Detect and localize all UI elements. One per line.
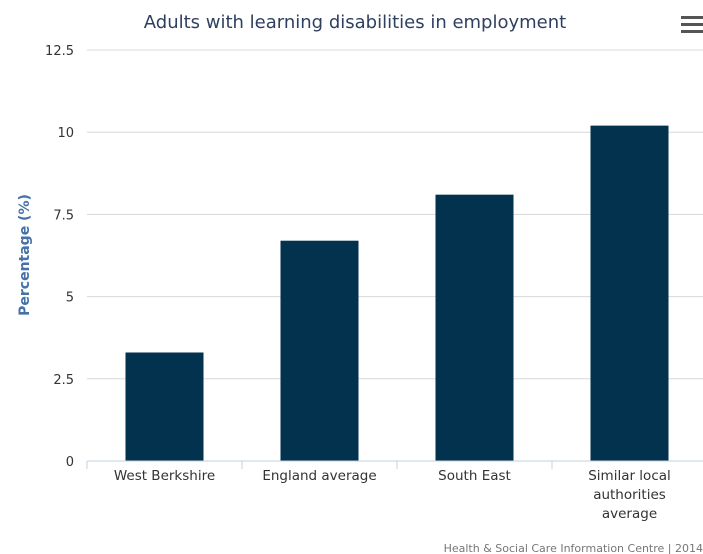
y-tick-label: 5 [66,291,74,306]
y-tick-label: 2.5 [53,373,74,388]
y-tick-label: 0 [66,455,74,470]
bars [125,125,669,462]
y-tick-label: 12.5 [45,44,74,59]
x-category-label: South East [438,468,511,484]
y-tick-label: 7.5 [53,208,74,223]
y-axis-label: Percentage (%) [17,194,33,316]
y-axis-ticks: 0 2.5 5 7.5 10 12.5 [45,44,74,470]
chart-credit: Health & Social Care Information Centre … [444,542,703,554]
bar[interactable] [435,194,514,461]
chart-title: Adults with learning disabilities in emp… [144,12,566,33]
y-tick-label: 10 [57,126,74,141]
hamburger-menu-icon[interactable] [681,16,703,33]
x-category-label: West Berkshire [114,468,215,484]
bar[interactable] [280,240,359,461]
bar[interactable] [590,125,669,462]
x-axis-categories: West Berkshire England average South East S… [114,468,671,522]
x-category-label: England average [262,468,376,484]
chart-menu-button[interactable] [678,12,703,36]
x-axis-tick-marks [86,461,553,469]
x-category-label: Similar local authorities average [588,468,671,522]
bar[interactable] [125,352,204,461]
